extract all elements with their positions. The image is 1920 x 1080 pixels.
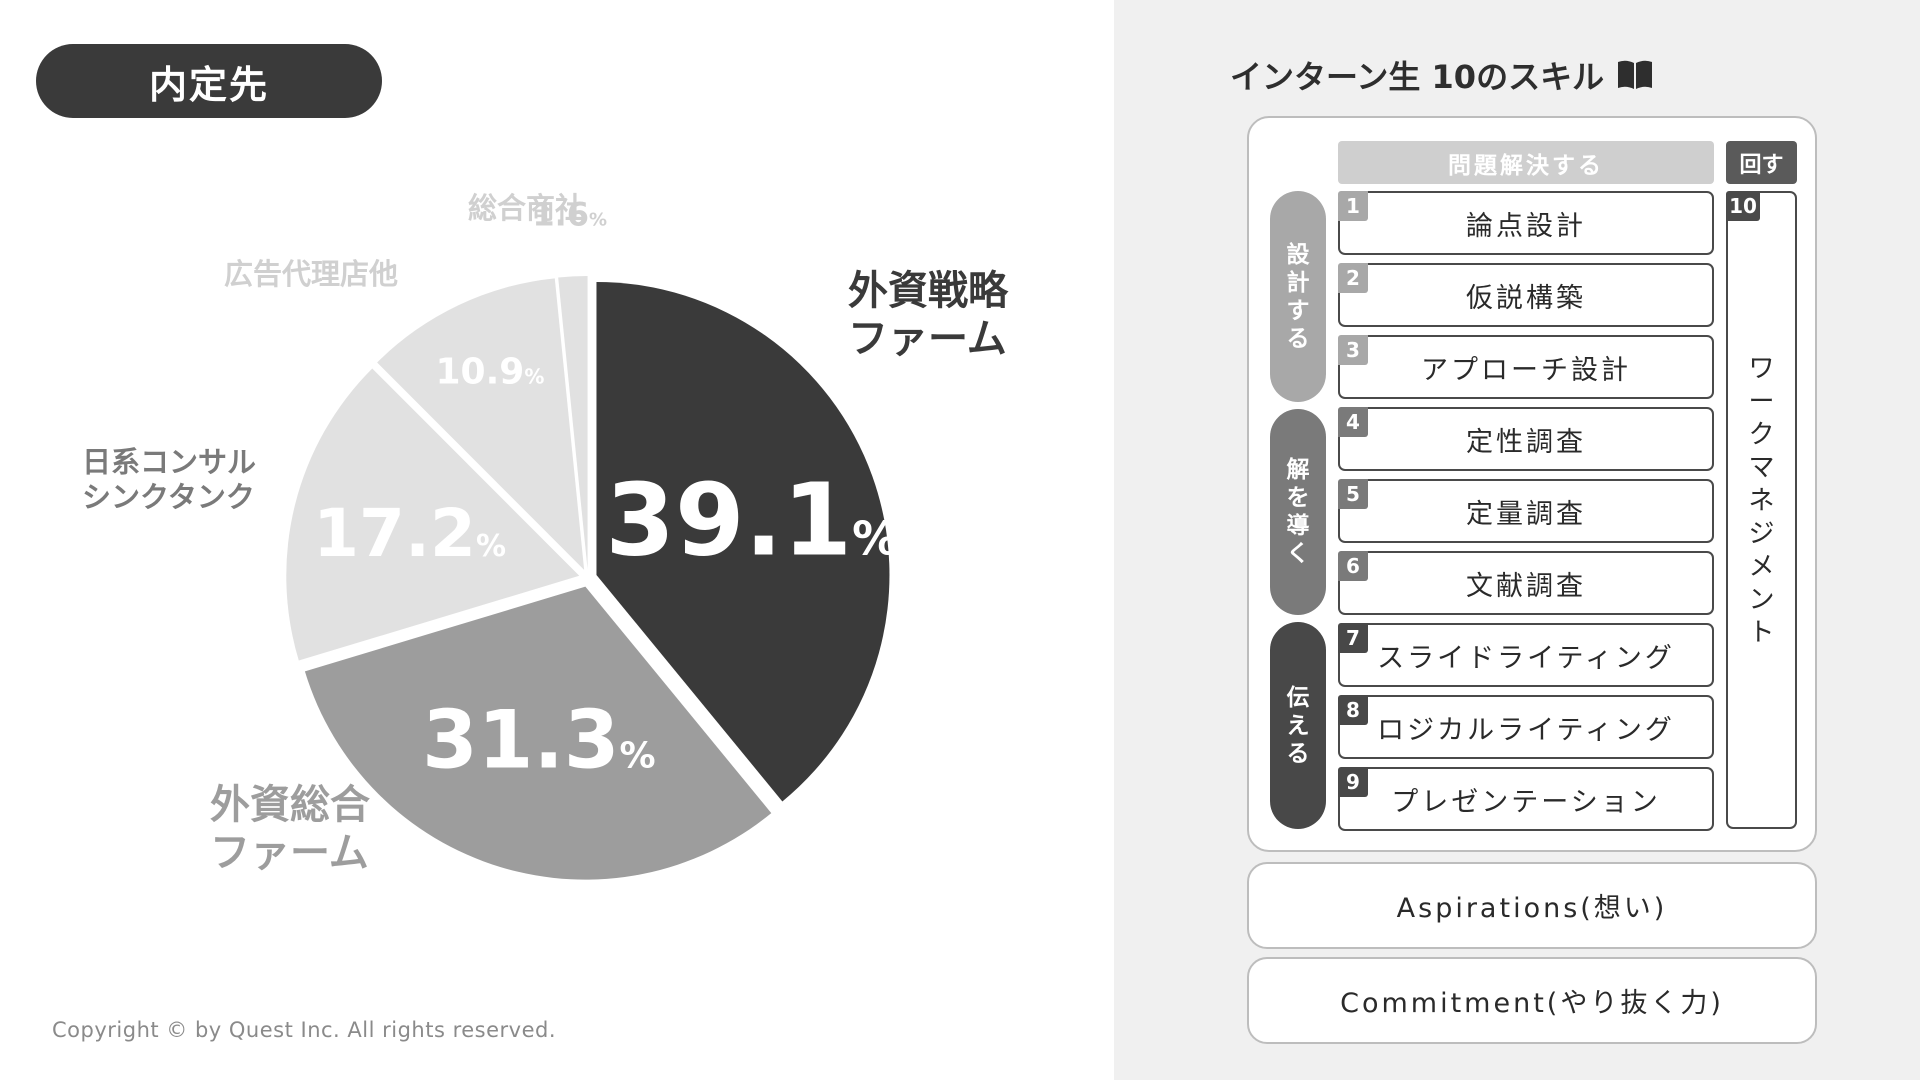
slice-category-label: 総合商社 — [468, 191, 584, 225]
pie-slice-1 — [596, 281, 890, 802]
phase-solve: 解を導く — [1270, 409, 1326, 615]
skill-label: アプローチ設計 — [1421, 354, 1631, 386]
phase-design: 設計する — [1270, 191, 1326, 402]
aspirations-box: Aspirations(想い) — [1247, 862, 1817, 949]
skill-item-1: 1 論点設計 — [1338, 191, 1714, 255]
pie-slice-5 — [558, 276, 588, 570]
skill-item-5: 5 定量調査 — [1338, 479, 1714, 543]
commitment-box: Commitment(やり抜く力) — [1247, 957, 1817, 1044]
phase-communicate: 伝える — [1270, 622, 1326, 829]
pie-labels: 39.1% 外資戦略ファーム 31.3% 外資総合ファーム 17.2% 日系コンサルシンク… — [82, 191, 1009, 876]
slice-value-label: 1.6% — [532, 196, 607, 234]
copyright-text: Copyright © by Quest Inc. All rights res… — [52, 1018, 557, 1042]
skills-title: インターン生 10のスキル — [1230, 52, 1730, 98]
management-header: 回す — [1726, 141, 1797, 184]
skill-label: プレゼンテーション — [1391, 786, 1661, 818]
slice-category-label: 外資戦略ファーム — [848, 268, 1009, 362]
skills-title-text: インターン生 10のスキル — [1230, 58, 1605, 96]
skill-number: 4 — [1338, 407, 1368, 437]
skill-number: 9 — [1338, 767, 1368, 797]
skill-item-3: 3 アプローチ設計 — [1338, 335, 1714, 399]
skill-item-8: 8 ロジカルライティング — [1338, 695, 1714, 759]
skill-item-6: 6 文献調査 — [1338, 551, 1714, 615]
skill-item-10: 10 ワークマネジメント — [1726, 191, 1797, 829]
skill-label: 定性調査 — [1466, 426, 1586, 458]
page-title: 内定先 — [36, 44, 382, 118]
pie-chart: 39.1% 外資戦略ファーム 31.3% 外資総合ファーム 17.2% 日系コンサルシンク… — [82, 191, 1009, 880]
slice-value-label: 39.1% — [605, 461, 898, 578]
skill-number: 2 — [1338, 263, 1368, 293]
slice-category-label: 日系コンサルシンクタンク — [82, 445, 256, 514]
pie-slice-4 — [377, 278, 585, 570]
skill-item-2: 2 仮説構築 — [1338, 263, 1714, 327]
skill-label: 論点設計 — [1466, 210, 1586, 242]
skill-number: 6 — [1338, 551, 1368, 581]
skill-label: スライドライティング — [1377, 642, 1675, 674]
work-management-label: ワークマネジメント — [1748, 354, 1775, 648]
skill-label: 仮説構築 — [1466, 282, 1586, 314]
skill-label: ロジカルライティング — [1377, 714, 1675, 746]
slice-value-label: 17.2% — [313, 495, 506, 572]
skill-number: 1 — [1338, 191, 1368, 221]
book-icon — [1618, 60, 1653, 89]
skill-item-9: 9 プレゼンテーション — [1338, 767, 1714, 831]
pie-slice-3 — [286, 368, 580, 661]
skill-number: 7 — [1338, 623, 1368, 653]
skill-number: 3 — [1338, 335, 1368, 365]
slice-value-label: 10.9% — [436, 352, 545, 393]
skill-number: 8 — [1338, 695, 1368, 725]
slice-category-label: 外資総合ファーム — [210, 782, 370, 876]
skill-item-4: 4 定性調査 — [1338, 407, 1714, 471]
slice-category-label: 広告代理店他 — [224, 257, 398, 291]
skill-number: 5 — [1338, 479, 1368, 509]
skill-number: 10 — [1726, 191, 1760, 221]
slice-value-label: 31.3% — [422, 694, 655, 787]
problem-solving-header: 問題解決する — [1338, 141, 1714, 184]
skill-label: 定量調査 — [1466, 498, 1586, 530]
pie-slices — [286, 276, 890, 880]
pie-slice-2 — [304, 586, 772, 880]
skill-label: 文献調査 — [1466, 570, 1586, 602]
skill-item-7: 7 スライドライティング — [1338, 623, 1714, 687]
